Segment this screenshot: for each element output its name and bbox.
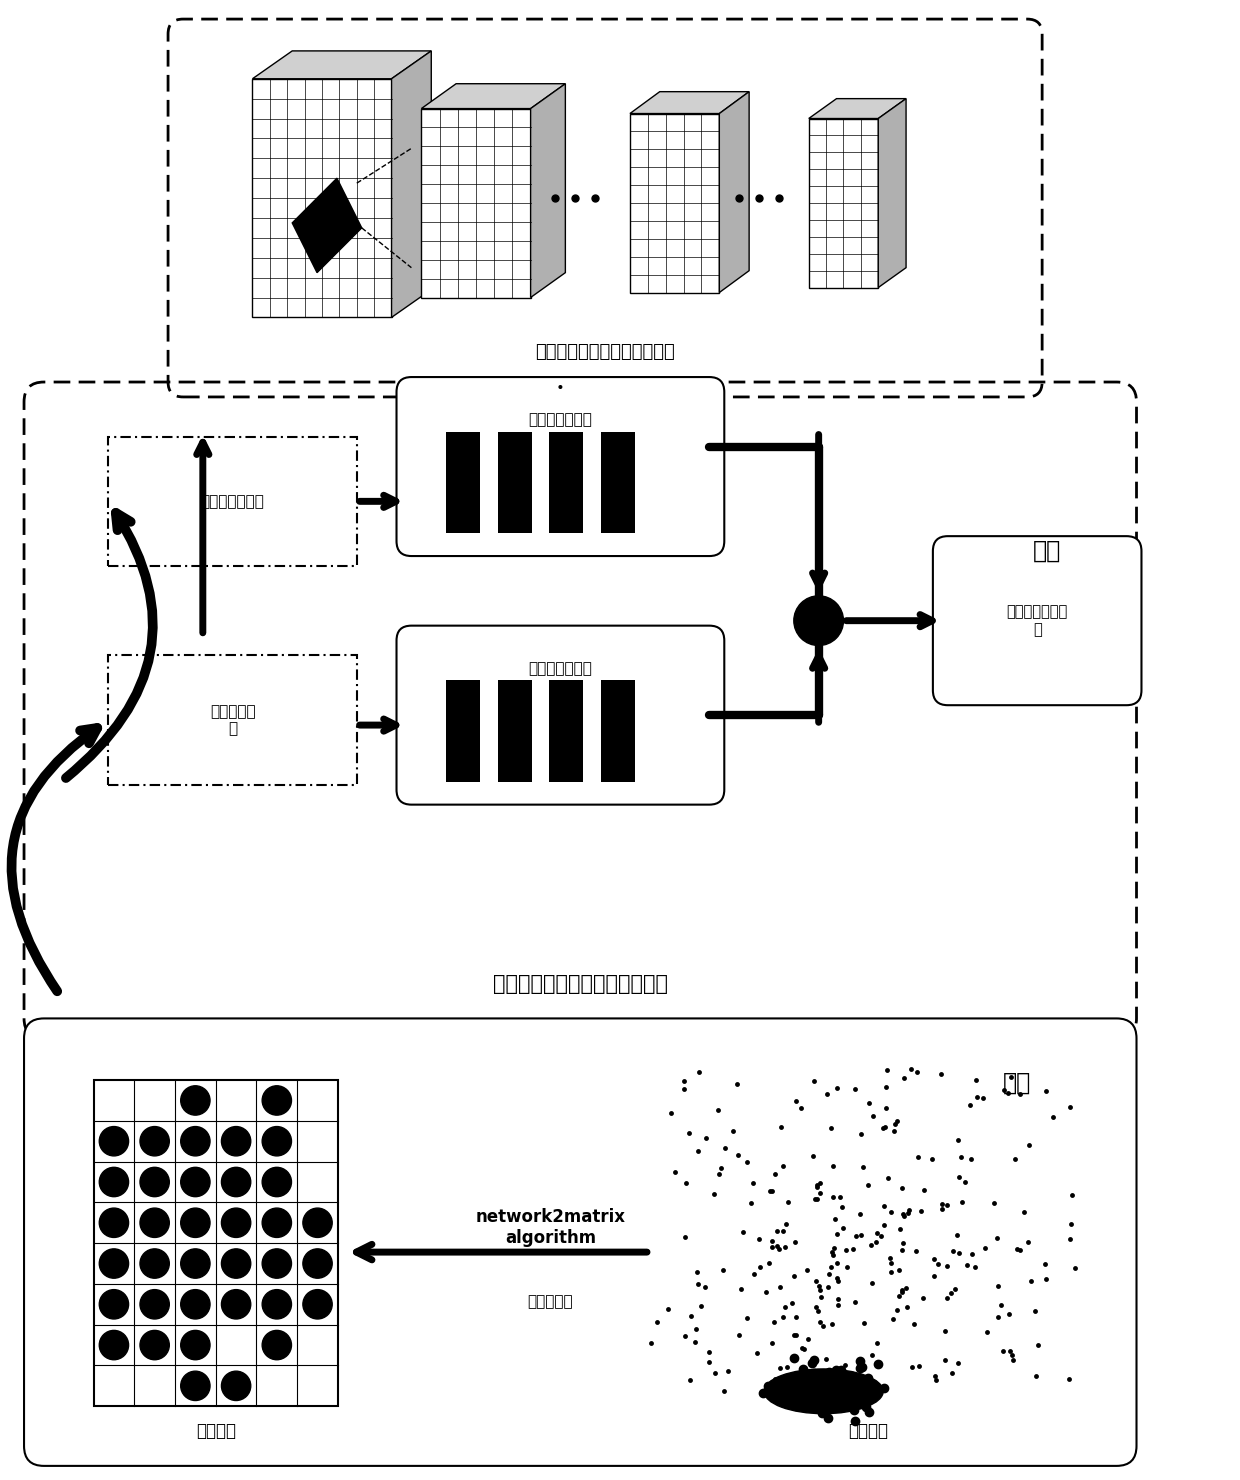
Circle shape xyxy=(140,1168,170,1197)
Circle shape xyxy=(140,1126,170,1156)
Bar xyxy=(497,432,532,533)
FancyBboxPatch shape xyxy=(108,656,357,784)
Circle shape xyxy=(99,1249,129,1279)
Text: 恢复后的路网流
量: 恢复后的路网流 量 xyxy=(1007,604,1068,636)
Circle shape xyxy=(262,1168,291,1197)
Circle shape xyxy=(140,1289,170,1319)
Circle shape xyxy=(99,1126,129,1156)
Text: 无缺失路网流量: 无缺失路网流量 xyxy=(201,494,264,509)
Polygon shape xyxy=(422,84,565,108)
Circle shape xyxy=(222,1126,250,1156)
Circle shape xyxy=(181,1370,210,1400)
Bar xyxy=(446,432,480,533)
Circle shape xyxy=(222,1370,250,1400)
Bar xyxy=(549,681,583,781)
Bar xyxy=(446,681,480,781)
Text: network2matrix
algorithm: network2matrix algorithm xyxy=(475,1208,625,1246)
Polygon shape xyxy=(392,50,432,317)
Circle shape xyxy=(222,1289,250,1319)
Polygon shape xyxy=(808,118,878,287)
Polygon shape xyxy=(253,50,432,78)
Text: 输出: 输出 xyxy=(1033,539,1061,562)
Bar xyxy=(549,432,583,533)
Circle shape xyxy=(140,1331,170,1360)
Polygon shape xyxy=(630,114,719,293)
Text: 局部恢复子网络: 局部恢复子网络 xyxy=(528,662,593,676)
Circle shape xyxy=(262,1126,291,1156)
Circle shape xyxy=(303,1289,332,1319)
Text: 缺失路网流
量: 缺失路网流 量 xyxy=(210,704,255,737)
Bar xyxy=(93,1080,339,1406)
Bar xyxy=(601,681,635,781)
Circle shape xyxy=(181,1086,210,1114)
FancyBboxPatch shape xyxy=(108,437,357,565)
Circle shape xyxy=(222,1249,250,1279)
Polygon shape xyxy=(422,108,531,297)
Circle shape xyxy=(222,1168,250,1197)
Circle shape xyxy=(140,1249,170,1279)
Circle shape xyxy=(99,1331,129,1360)
Polygon shape xyxy=(630,92,749,114)
Text: 局部预测子网络: 局部预测子网络 xyxy=(528,413,593,428)
Polygon shape xyxy=(293,178,362,272)
Circle shape xyxy=(222,1208,250,1237)
Text: 交通路网: 交通路网 xyxy=(848,1422,888,1440)
Circle shape xyxy=(99,1168,129,1197)
Circle shape xyxy=(181,1168,210,1197)
Polygon shape xyxy=(531,84,565,297)
FancyBboxPatch shape xyxy=(397,377,724,556)
Circle shape xyxy=(303,1249,332,1279)
Polygon shape xyxy=(878,99,906,287)
Bar xyxy=(497,681,532,781)
Circle shape xyxy=(262,1086,291,1114)
Circle shape xyxy=(262,1331,291,1360)
Circle shape xyxy=(303,1208,332,1237)
Ellipse shape xyxy=(764,1369,883,1413)
Text: 输入: 输入 xyxy=(1003,1072,1032,1095)
FancyBboxPatch shape xyxy=(932,536,1142,704)
Circle shape xyxy=(181,1126,210,1156)
Circle shape xyxy=(262,1208,291,1237)
Circle shape xyxy=(181,1289,210,1319)
Text: 路网矩阵: 路网矩阵 xyxy=(196,1422,236,1440)
Circle shape xyxy=(99,1289,129,1319)
Text: 路网矩阵化: 路网矩阵化 xyxy=(528,1295,573,1310)
Circle shape xyxy=(181,1208,210,1237)
Circle shape xyxy=(181,1331,210,1360)
Circle shape xyxy=(262,1249,291,1279)
Circle shape xyxy=(99,1208,129,1237)
Circle shape xyxy=(140,1208,170,1237)
Circle shape xyxy=(262,1289,291,1319)
Circle shape xyxy=(181,1249,210,1279)
Text: 交通流量递归数据填补神经网络: 交通流量递归数据填补神经网络 xyxy=(492,974,668,993)
Bar xyxy=(601,432,635,533)
FancyBboxPatch shape xyxy=(397,626,724,805)
Polygon shape xyxy=(808,99,906,118)
Polygon shape xyxy=(719,92,749,293)
Polygon shape xyxy=(253,78,392,317)
Text: 基于卷积神经网络的局部计算: 基于卷积神经网络的局部计算 xyxy=(536,343,675,361)
Circle shape xyxy=(794,596,843,645)
FancyBboxPatch shape xyxy=(24,1018,1137,1465)
